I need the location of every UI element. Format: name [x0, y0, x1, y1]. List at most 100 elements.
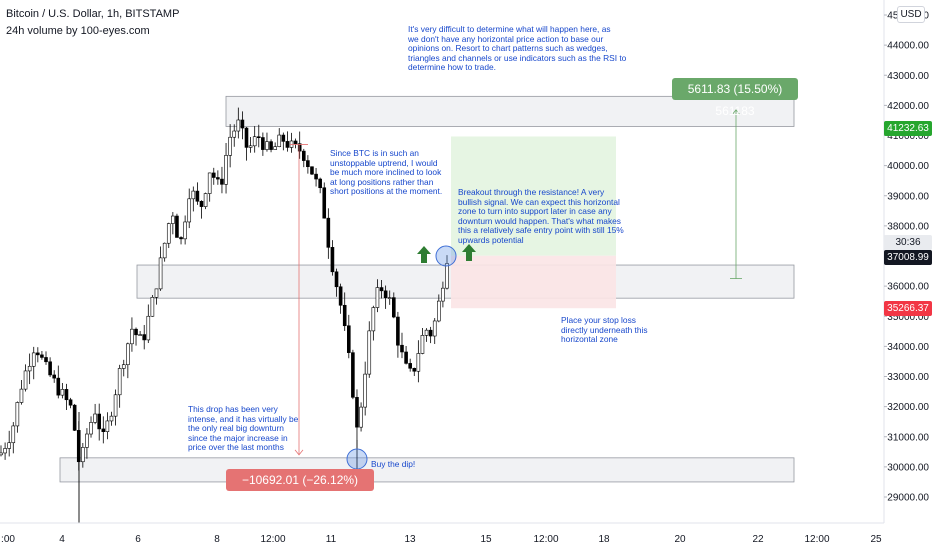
candle-body	[232, 130, 237, 138]
down-measure-arrowhead	[294, 449, 304, 456]
candle-body	[314, 173, 318, 180]
drop-note[interactable]: This drop has been very intense, and it …	[188, 404, 299, 453]
candle-body	[23, 370, 28, 390]
candle-body	[310, 166, 314, 175]
candle-body	[216, 177, 220, 180]
candle-body	[379, 287, 384, 292]
candle-body	[207, 172, 212, 194]
candle-body	[392, 297, 396, 318]
zone-resistance-top	[225, 95, 795, 127]
x-tick-label: 18	[598, 534, 610, 545]
y-tick-label: 31000.00	[887, 432, 929, 443]
x-tick-label: 12:00	[533, 534, 558, 545]
candle-body	[81, 447, 85, 463]
candle-body	[396, 316, 400, 346]
zone-bottom-support	[59, 457, 795, 483]
candle-body	[285, 141, 290, 148]
zones	[59, 95, 795, 483]
time-axis[interactable]: :00 4 6 8 12:00 11 13 15 12:00 18 20 22 12:00 25	[0, 522, 884, 545]
candle-body	[175, 215, 179, 238]
y-tick-label: 40000.00	[887, 161, 929, 172]
candle-body	[93, 413, 97, 423]
countdown-tag: 30:36	[884, 235, 932, 250]
breakout-note[interactable]: Breakout through the resistance! A very …	[458, 187, 624, 245]
candle-body	[0, 452, 3, 456]
buy-dip-note[interactable]: Buy the dip!	[371, 459, 416, 469]
candle-body	[48, 361, 52, 376]
x-tick-label: 8	[214, 534, 220, 545]
y-tick-label: 39000.00	[887, 191, 929, 202]
candle-body	[195, 190, 200, 202]
candle-body	[248, 145, 253, 148]
candle-body	[273, 146, 277, 150]
candle-body	[113, 394, 118, 417]
candle-body	[383, 290, 388, 299]
y-tick-label: 43000.00	[887, 71, 929, 82]
candle-body	[68, 399, 73, 406]
y-tick-label: 42000.00	[887, 101, 929, 112]
candle-body	[412, 367, 417, 372]
candle-body	[428, 329, 433, 337]
candle-body	[40, 354, 44, 358]
candle-body	[256, 136, 261, 139]
y-tick-label: 38000.00	[887, 221, 929, 232]
candle-body	[52, 374, 56, 379]
candle-body	[134, 328, 138, 336]
y-tick-label: 32000.00	[887, 402, 929, 413]
candle-body	[7, 442, 11, 449]
drawing-tools	[290, 109, 742, 470]
candle-body	[121, 364, 126, 369]
y-tick-label: 33000.00	[887, 372, 929, 383]
candle-body	[36, 352, 40, 356]
candle-body	[306, 160, 310, 168]
candle-body	[179, 237, 183, 240]
candle-body	[416, 353, 421, 372]
candle-body	[142, 334, 147, 341]
up-measure-arrowhead	[731, 109, 741, 116]
top-note[interactable]: It's very difficult to determine what wi…	[408, 24, 627, 73]
candle-body	[211, 172, 216, 178]
price-axis[interactable]: 29000.00 30000.00 31000.00 32000.00 33000.00…	[883, 0, 929, 523]
down-measure-label[interactable]: −10692.01 (−26.12%) −1069201	[226, 469, 374, 509]
candle-body	[437, 300, 441, 322]
candle-body	[199, 200, 204, 207]
y-tick-label: 41000.00	[887, 131, 929, 142]
candle-body	[363, 373, 367, 408]
candle-body	[150, 297, 155, 317]
candle-body	[72, 404, 77, 431]
candle-body	[31, 352, 36, 367]
uptrend-note[interactable]: Since BTC is in such an unstoppable uptr…	[330, 148, 443, 197]
currency-button[interactable]: USD	[897, 6, 925, 23]
y-tick-label: 44000.00	[887, 41, 929, 52]
candle-body	[11, 425, 16, 444]
candle-body	[351, 352, 355, 398]
candle-body	[269, 141, 273, 150]
candle-body	[97, 413, 102, 430]
candle-body	[236, 119, 241, 132]
candle-body	[371, 307, 376, 332]
candle-body	[154, 288, 159, 298]
candle-body	[158, 257, 163, 290]
candle-body	[44, 357, 48, 363]
candle-body	[89, 422, 93, 435]
up-measure-label[interactable]: 5611.83 (15.50%) 561183	[672, 78, 798, 118]
candle-body	[60, 389, 65, 396]
candle-body	[408, 363, 412, 369]
x-tick-label: 15	[480, 534, 492, 545]
candle-body	[146, 315, 151, 341]
candle-body	[252, 136, 257, 147]
candle-body	[85, 433, 89, 448]
candle-body	[27, 365, 32, 372]
candle-body	[109, 415, 114, 422]
volume-indicator-label[interactable]: 24h volume by 100-eyes.com	[6, 25, 150, 37]
candle-body	[138, 334, 142, 336]
candle-body	[101, 428, 106, 432]
stop-loss-note[interactable]: Place your stop loss directly underneath…	[561, 315, 648, 345]
candle-body	[326, 217, 331, 248]
x-tick-label: 6	[135, 534, 141, 545]
candle-body	[346, 325, 351, 353]
stop-price-tag: 35266.37	[884, 301, 932, 316]
y-tick-label: 34000.00	[887, 342, 929, 353]
candle-body	[56, 377, 61, 396]
